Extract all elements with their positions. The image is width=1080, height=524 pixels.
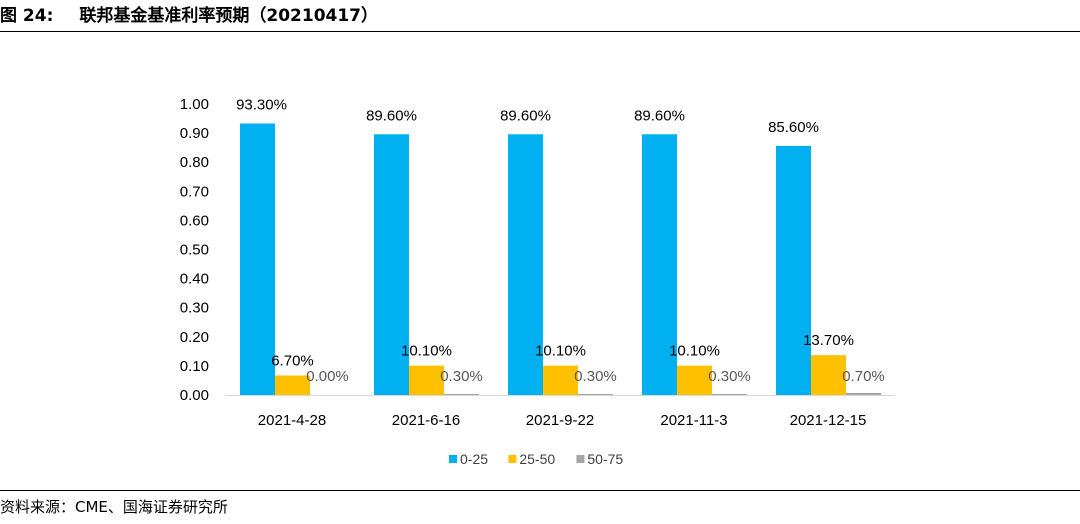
bar-25-50-2021-11-3	[677, 365, 712, 395]
bar-25-50-2021-9-22	[543, 365, 578, 395]
figure-title-text: 联邦基金基准利率预期（20210417）	[79, 6, 379, 26]
y-tick-label: 0.10	[180, 358, 209, 375]
y-tick-label: 1.00	[180, 96, 209, 113]
figure-title: 图 24: 联邦基金基准利率预期（20210417）	[0, 4, 378, 28]
y-tick-label: 0.00	[180, 387, 209, 404]
figure-number: 图 24:	[0, 6, 54, 26]
x-tick-label: 2021-6-16	[392, 412, 460, 429]
x-tick-label: 2021-12-15	[790, 412, 867, 429]
legend-swatch-0-25	[449, 455, 457, 463]
bottom-rule	[0, 490, 1080, 491]
y-tick-label: 0.60	[180, 212, 209, 229]
y-tick-label: 0.40	[180, 271, 209, 288]
bar-25-50-2021-6-16	[409, 365, 444, 395]
bar-50-75-2021-12-15	[846, 392, 881, 395]
y-tick-label: 0.70	[180, 183, 209, 200]
legend-label: 0-25	[460, 451, 488, 467]
data-label-50-75: 0.00%	[306, 368, 349, 385]
top-rule	[0, 31, 1080, 32]
bar-0-25-2021-9-22	[508, 134, 543, 395]
y-tick-label: 0.50	[180, 242, 209, 259]
legend-swatch-25-50	[508, 455, 517, 463]
bar-0-25-2021-6-16	[374, 134, 409, 395]
bar-50-75-2021-6-16	[444, 394, 479, 395]
data-label-50-75: 0.30%	[440, 368, 483, 385]
bar-0-25-2021-11-3	[642, 134, 677, 395]
data-label-25-50: 10.10%	[535, 343, 586, 360]
x-tick-label: 2021-4-28	[258, 412, 326, 429]
source-note: 资料来源：CME、国海证券研究所	[0, 498, 228, 516]
data-label-25-50: 6.70%	[271, 353, 314, 370]
data-label-0-25: 89.60%	[634, 107, 685, 124]
bar-25-50-2021-4-28	[275, 375, 310, 395]
data-label-25-50: 10.10%	[401, 343, 452, 360]
bar-50-75-2021-11-3	[712, 394, 747, 395]
y-tick-label: 0.30	[180, 300, 209, 317]
x-tick-label: 2021-11-3	[660, 412, 727, 429]
legend-label: 50-75	[587, 451, 623, 467]
legend-swatch-50-75	[576, 455, 585, 463]
legend-label: 25-50	[519, 451, 555, 467]
data-label-50-75: 0.70%	[842, 368, 885, 385]
data-label-50-75: 0.30%	[574, 368, 617, 385]
data-label-25-50: 13.70%	[803, 332, 854, 349]
data-label-25-50: 10.10%	[669, 343, 720, 360]
y-tick-label: 0.90	[180, 125, 209, 142]
bar-0-25-2021-4-28	[240, 123, 275, 395]
data-label-0-25: 93.30%	[236, 96, 287, 113]
y-tick-label: 0.80	[180, 154, 209, 171]
bar-50-75-2021-9-22	[578, 394, 613, 395]
bar-25-50-2021-12-15	[811, 355, 846, 395]
bar-0-25-2021-12-15	[776, 145, 811, 395]
x-tick-label: 2021-9-22	[526, 412, 594, 429]
data-label-0-25: 89.60%	[500, 107, 551, 124]
data-label-0-25: 89.60%	[366, 107, 417, 124]
data-label-50-75: 0.30%	[708, 368, 751, 385]
y-tick-label: 0.20	[180, 329, 209, 346]
data-label-0-25: 85.60%	[768, 119, 819, 136]
